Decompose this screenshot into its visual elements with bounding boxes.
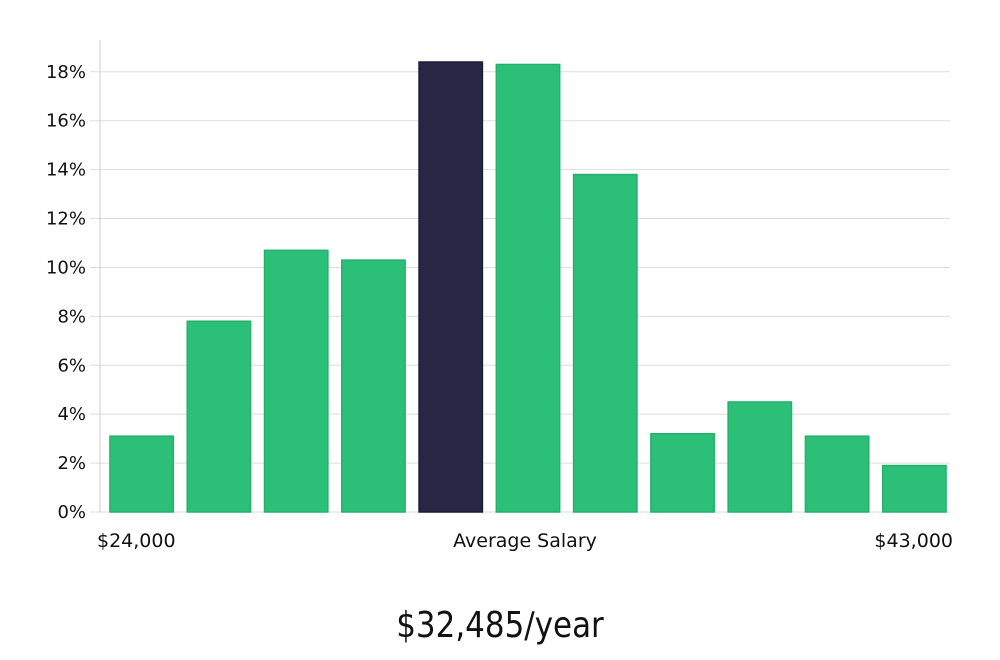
x-label-max: $43,000 <box>874 530 953 552</box>
y-tick-label: 12% <box>46 209 86 230</box>
bar-3 <box>341 259 406 513</box>
y-tick-label: 4% <box>57 404 86 425</box>
bar-1 <box>186 320 252 513</box>
bar-2 <box>263 249 329 513</box>
average-salary-value: $32,485/year <box>396 605 604 646</box>
y-tick-label: 2% <box>57 453 86 474</box>
bar-10 <box>881 464 947 513</box>
y-axis-ticks: 0% 2% 4% 6% 8% 10% 12% 14% 16% 18% <box>46 62 86 523</box>
y-tick-label: 6% <box>57 355 86 376</box>
bar-0 <box>109 435 175 513</box>
y-tick-label: 16% <box>46 111 86 132</box>
bars <box>109 61 947 513</box>
salary-distribution-chart: 0% 2% 4% 6% 8% 10% 12% 14% 16% 18% $24,000 Averag… <box>46 40 953 552</box>
bar-6 <box>572 173 638 513</box>
bar-8 <box>727 401 793 513</box>
y-tick-label: 18% <box>46 62 86 83</box>
y-tick-label: 10% <box>46 257 86 278</box>
x-label-min: $24,000 <box>97 530 176 552</box>
y-tick-label: 14% <box>46 160 86 181</box>
x-label-average: Average Salary <box>453 530 597 552</box>
bar-7 <box>650 432 715 513</box>
bar-5 <box>495 63 561 513</box>
bar-average <box>418 61 484 513</box>
y-tick-label: 8% <box>57 306 86 327</box>
bar-9 <box>804 435 870 513</box>
y-tick-label: 0% <box>57 502 86 523</box>
